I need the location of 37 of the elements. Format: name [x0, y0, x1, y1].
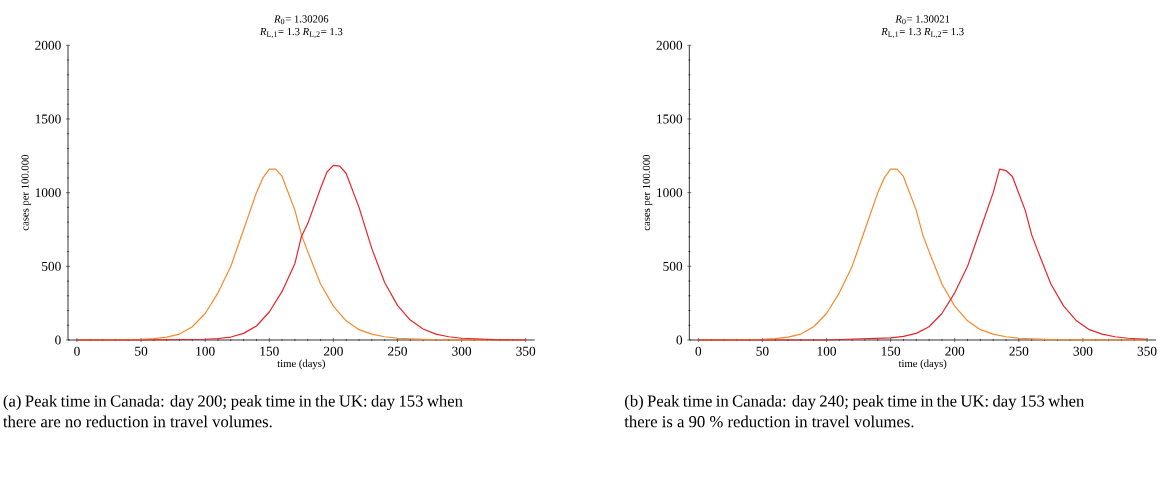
y-axis-title: cases per 100.000	[642, 154, 653, 231]
x-tick-label: 150	[260, 346, 279, 356]
x-tick-label: 250	[1009, 346, 1029, 356]
chart-title: R$_{0}$= 1.30206	[274, 15, 329, 25]
x-tick-label: 150	[881, 346, 901, 356]
x-tick-label: 300	[1073, 346, 1093, 356]
x-tick-label: 50	[756, 346, 769, 356]
x-axis-title: time (days)	[898, 359, 947, 370]
x-tick-label: 200	[945, 346, 965, 356]
text: (b) Peak time in Canada: day 240; peak time in the UK: day 153 when there is a 90 % reduction in travel volumes.	[624, 394, 1085, 428]
x-tick-label: 350	[516, 346, 536, 356]
y-tick-label: 2000	[35, 40, 61, 50]
y-tick-label: 1500	[657, 114, 683, 124]
y-axis-title: cases per 100.000	[21, 154, 31, 231]
x-tick-label: 0	[74, 346, 80, 356]
x-tick-label: 250	[388, 346, 407, 356]
chart-subtitle: R$_{L,1}$= 1.3 R$_{L,2}$= 1.3	[259, 27, 343, 38]
chart-subtitle: R$_{L,1}$= 1.3 R$_{L,2}$= 1.3	[881, 27, 964, 38]
chart-title: R$_{0}$= 1.30021	[895, 15, 950, 25]
x-axis-title: time (days)	[277, 359, 325, 370]
y-tick-label: 0	[676, 335, 683, 345]
y-tick-label: 2000	[656, 40, 683, 50]
y-tick-label: 500	[42, 261, 61, 271]
x-tick-label: 100	[196, 346, 215, 356]
x-tick-label: 350	[1137, 346, 1157, 356]
y-tick-label: 0	[55, 335, 61, 345]
y-tick-label: 1000	[657, 188, 683, 197]
x-tick-label: 300	[452, 346, 472, 356]
x-tick-label: 200	[323, 346, 343, 356]
x-tick-label: 100	[817, 346, 837, 356]
x-tick-label: 50	[135, 346, 148, 356]
x-tick-label: 0	[695, 346, 702, 356]
y-tick-label: 1500	[35, 114, 61, 124]
text: (a) Peak time in Canada: day 200; peak time in the UK: day 153 when there are no reduction in travel volumes.	[3, 394, 463, 428]
y-tick-label: 1000	[35, 188, 61, 197]
y-tick-label: 500	[663, 261, 683, 271]
line-series	[697, 168, 1148, 341]
